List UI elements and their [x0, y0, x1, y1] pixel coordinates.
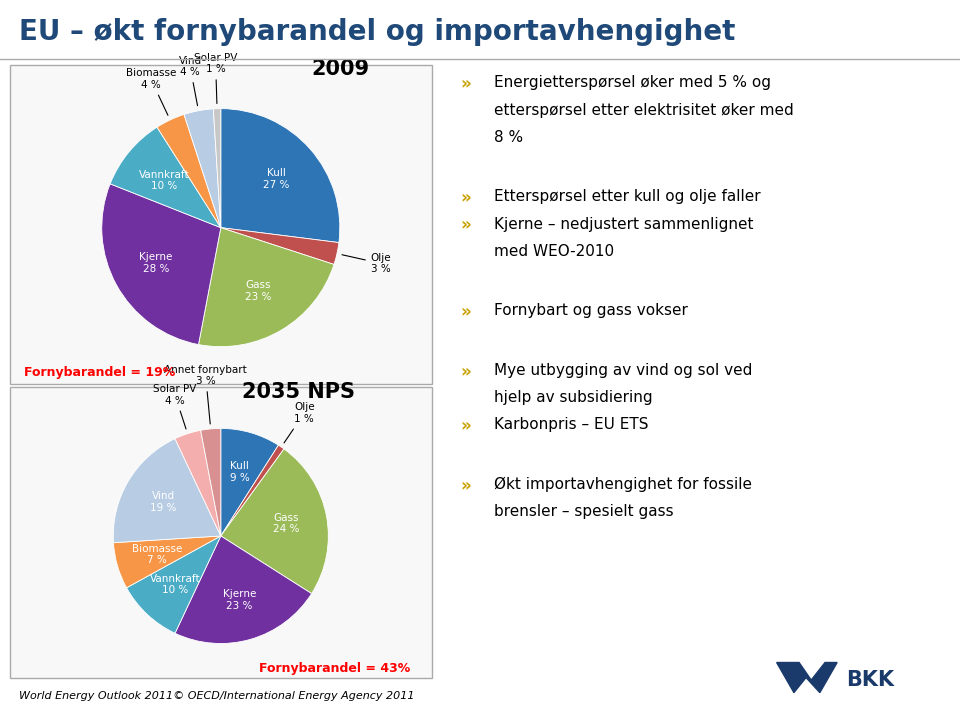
- Text: »: »: [461, 417, 471, 435]
- Text: Gass
23 %: Gass 23 %: [245, 280, 272, 302]
- Text: Kjerne
28 %: Kjerne 28 %: [139, 252, 173, 274]
- Text: brensler – spesielt gass: brensler – spesielt gass: [494, 504, 674, 519]
- Wedge shape: [127, 536, 221, 633]
- Text: »: »: [461, 303, 471, 321]
- Wedge shape: [175, 430, 221, 536]
- Text: Karbonpris – EU ETS: Karbonpris – EU ETS: [494, 417, 649, 432]
- Text: BKK: BKK: [846, 670, 894, 690]
- Text: Energietterspørsel øker med 5 % og: Energietterspørsel øker med 5 % og: [494, 75, 772, 90]
- Wedge shape: [113, 536, 221, 588]
- Text: 2009: 2009: [311, 59, 370, 79]
- Text: Mye utbygging av vind og sol ved: Mye utbygging av vind og sol ved: [494, 363, 753, 378]
- Text: Kull
9 %: Kull 9 %: [229, 461, 250, 483]
- Text: 8 %: 8 %: [494, 130, 523, 145]
- Text: Etterspørsel etter kull og olje faller: Etterspørsel etter kull og olje faller: [494, 189, 761, 204]
- Wedge shape: [199, 228, 334, 346]
- Text: Kjerne – nedjustert sammenlignet: Kjerne – nedjustert sammenlignet: [494, 217, 754, 232]
- Text: Olje
3 %: Olje 3 %: [342, 252, 392, 275]
- Text: »: »: [461, 189, 471, 207]
- Text: Biomasse
7 %: Biomasse 7 %: [132, 543, 182, 566]
- Text: hjelp av subsidiering: hjelp av subsidiering: [494, 390, 653, 405]
- Text: Vind
4 %: Vind 4 %: [179, 55, 202, 105]
- Text: 2035 NPS: 2035 NPS: [242, 381, 355, 402]
- Text: Vannkraft
10 %: Vannkraft 10 %: [150, 574, 201, 595]
- Text: Kjerne
23 %: Kjerne 23 %: [223, 589, 256, 611]
- Text: Vannkraft
10 %: Vannkraft 10 %: [138, 170, 189, 191]
- Text: Gass
24 %: Gass 24 %: [273, 513, 300, 534]
- Text: »: »: [461, 363, 471, 381]
- Text: Olje
1 %: Olje 1 %: [284, 402, 315, 443]
- Wedge shape: [221, 449, 328, 594]
- Text: Solar PV
1 %: Solar PV 1 %: [194, 52, 237, 103]
- Text: Biomasse
4 %: Biomasse 4 %: [126, 68, 176, 115]
- Wedge shape: [113, 439, 221, 543]
- Text: »: »: [461, 75, 471, 93]
- Text: Fornybarandel = 43%: Fornybarandel = 43%: [259, 663, 411, 675]
- Wedge shape: [221, 109, 340, 242]
- Text: med WEO-2010: med WEO-2010: [494, 244, 614, 259]
- Wedge shape: [201, 428, 221, 536]
- Text: Vind
19 %: Vind 19 %: [150, 491, 177, 513]
- Text: Fornybarandel = 19%: Fornybarandel = 19%: [24, 366, 176, 379]
- Wedge shape: [213, 109, 221, 228]
- Text: »: »: [461, 477, 471, 495]
- Text: Fornybart og gass vokser: Fornybart og gass vokser: [494, 303, 688, 318]
- Text: »: »: [461, 217, 471, 234]
- Wedge shape: [175, 536, 312, 643]
- Text: Kull
27 %: Kull 27 %: [263, 168, 289, 190]
- Text: Annet fornybart
3 %: Annet fornybart 3 %: [164, 364, 247, 424]
- Wedge shape: [110, 127, 221, 228]
- Text: etterspørsel etter elektrisitet øker med: etterspørsel etter elektrisitet øker med: [494, 103, 794, 118]
- Text: Økt importavhengighet for fossile: Økt importavhengighet for fossile: [494, 477, 753, 492]
- Text: World Energy Outlook 2011© OECD/International Energy Agency 2011: World Energy Outlook 2011© OECD/Internat…: [19, 691, 415, 701]
- Wedge shape: [184, 109, 221, 228]
- Wedge shape: [221, 228, 339, 265]
- Wedge shape: [221, 428, 278, 536]
- Wedge shape: [221, 445, 284, 536]
- Wedge shape: [102, 184, 221, 345]
- Text: Solar PV
4 %: Solar PV 4 %: [154, 384, 197, 429]
- Wedge shape: [157, 115, 221, 228]
- Text: EU – økt fornybarandel og importavhengighet: EU – økt fornybarandel og importavhengig…: [19, 18, 735, 46]
- Polygon shape: [777, 663, 837, 693]
